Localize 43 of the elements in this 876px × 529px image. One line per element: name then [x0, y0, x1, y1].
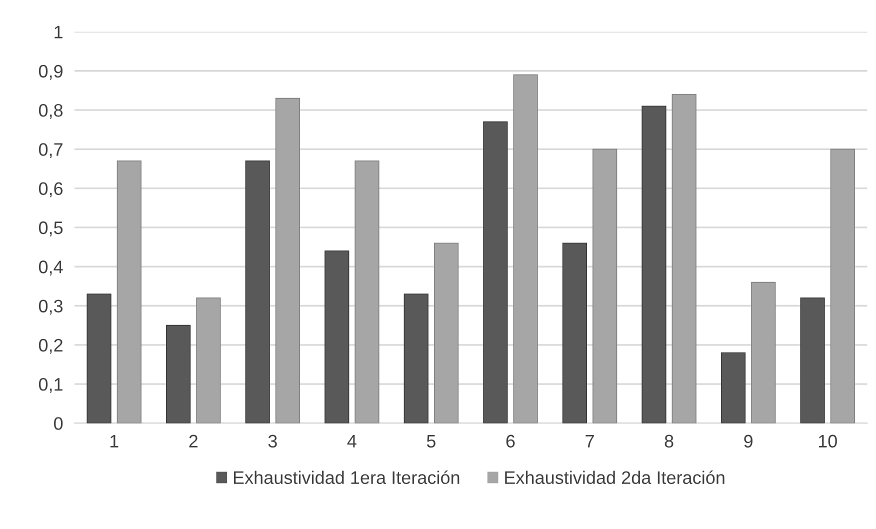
bar: [483, 121, 508, 424]
y-tick-label: 0: [54, 417, 63, 430]
y-tick-label: 0,6: [38, 182, 63, 198]
bar: [513, 74, 538, 424]
y-tick-label: 0,2: [38, 338, 62, 354]
y-tick-label: 0,9: [38, 64, 62, 80]
bar: [592, 148, 618, 424]
bar: [751, 282, 776, 424]
bar: [642, 106, 666, 424]
bar: [562, 242, 588, 424]
x-tick-label: 9: [744, 434, 752, 448]
y-tick-label: 0,7: [38, 143, 62, 158]
y-tick-label: 1: [54, 26, 62, 38]
x-tick-label: 8: [664, 434, 674, 448]
bar: [720, 352, 746, 424]
bar: [672, 94, 696, 424]
x-tick-label: 2: [189, 434, 198, 448]
bar: [404, 294, 428, 424]
legend-label: Exhaustividad 1era Iteración: [234, 470, 460, 484]
x-tick-label: 1: [110, 434, 118, 448]
bar: [830, 148, 855, 424]
x-tick-label: 5: [426, 434, 436, 448]
y-tick-label: 0,4: [38, 260, 63, 276]
bar: [86, 294, 112, 424]
bar: [116, 160, 142, 424]
y-tick-label: 0,5: [38, 221, 63, 236]
bar: [434, 242, 459, 424]
bar: [245, 160, 270, 424]
bar: [166, 324, 191, 424]
bar: [354, 160, 380, 424]
y-tick-label: 0,8: [38, 104, 63, 119]
x-tick-label: 4: [347, 434, 356, 448]
bar: [800, 298, 825, 424]
bar: [324, 250, 350, 424]
bar: [275, 98, 300, 424]
x-tick-label: 10: [818, 434, 837, 448]
x-tick-label: 7: [586, 434, 594, 448]
y-tick-label: 0,1: [38, 378, 62, 393]
x-tick-label: 3: [268, 434, 277, 448]
y-tick-label: 0,3: [38, 300, 63, 315]
bar: [196, 298, 221, 424]
legend-label: Exhaustividad 2da Iteración: [505, 470, 724, 484]
x-tick-label: 6: [506, 434, 515, 448]
